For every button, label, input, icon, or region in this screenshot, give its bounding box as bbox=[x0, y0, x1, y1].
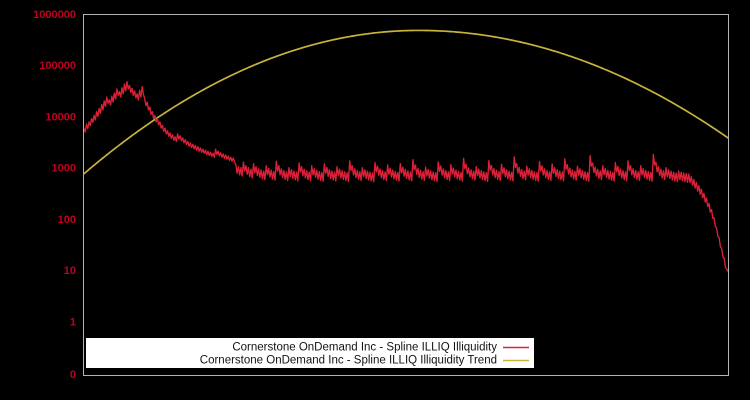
legend-label-illiquidity-trend: Cornerstone OnDemand Inc - Spline ILLIQ … bbox=[200, 355, 497, 367]
legend-label-illiquidity: Cornerstone OnDemand Inc - Spline ILLIQ … bbox=[232, 342, 497, 354]
plot-area-border bbox=[83, 14, 729, 376]
legend-background bbox=[86, 338, 534, 368]
chart-legend: Cornerstone OnDemand Inc - Spline ILLIQ … bbox=[86, 338, 534, 368]
y-axis-tick-0: 0 bbox=[70, 369, 76, 381]
y-axis-tick-10: 10 bbox=[64, 265, 76, 277]
trend-line-series bbox=[84, 29, 728, 175]
y-axis-tick-1000: 1000 bbox=[52, 163, 76, 175]
y-axis-tick-100000: 100000 bbox=[39, 60, 76, 72]
y-axis-tick-1000000: 1000000 bbox=[33, 9, 76, 21]
illiquidity-line-series bbox=[84, 81, 728, 272]
y-axis-tick-100: 100 bbox=[58, 214, 76, 226]
y-axis-tick-1: 1 bbox=[70, 316, 76, 328]
y-axis-tick-10000: 10000 bbox=[45, 111, 76, 123]
